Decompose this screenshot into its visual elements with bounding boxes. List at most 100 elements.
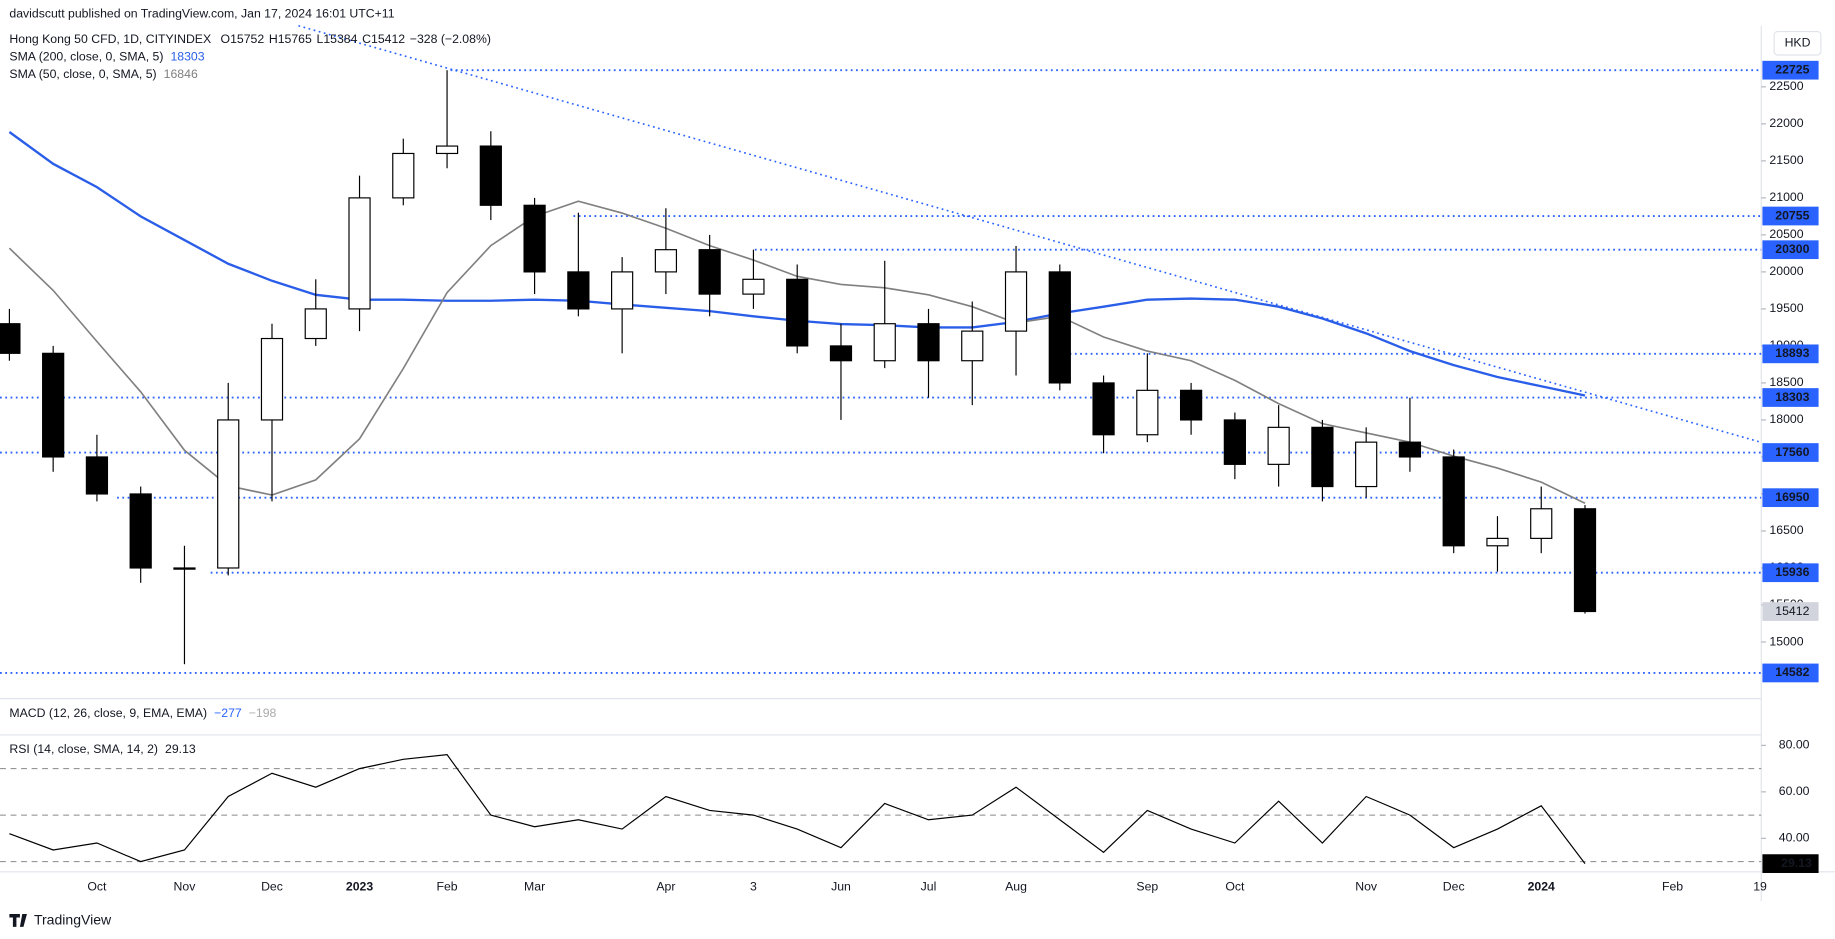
macd-value: −198 [249, 706, 277, 720]
x-tick-label: Feb [436, 879, 457, 893]
ohlc-value: H15765 [269, 32, 312, 46]
macd-name: MACD (12, 26, close, 9, EMA, EMA) [9, 706, 207, 720]
level-label-box [1762, 488, 1819, 508]
candle-body [1223, 419, 1246, 465]
level-label-box [1762, 206, 1819, 226]
x-tick-label: 19 [1753, 879, 1767, 893]
sma-name: SMA (200, close, 0, SMA, 5) [9, 50, 163, 64]
price-label: 15412 [1775, 604, 1809, 618]
currency-button[interactable] [1773, 31, 1822, 56]
candle-body [1355, 441, 1378, 488]
y-tick-label: 16500 [1769, 523, 1803, 537]
price-label-box [1762, 602, 1819, 621]
currency[interactable]: HKD [1785, 36, 1811, 50]
candle-body [1573, 508, 1597, 613]
level-label: 20300 [1775, 242, 1809, 256]
candle-body [129, 493, 152, 569]
candle-body [1486, 537, 1509, 547]
x-tick-label: Mar [524, 879, 545, 893]
x-tick-label: Aug [1005, 879, 1027, 893]
candle-body [829, 345, 853, 362]
rsi-label-box [1762, 854, 1819, 873]
candle-body [1092, 382, 1115, 436]
candle-body [42, 352, 65, 458]
candle-body [1530, 508, 1553, 539]
y-tick-label: 20000 [1769, 264, 1803, 278]
x-tick-label: Nov [174, 879, 197, 893]
candle-body [85, 456, 109, 495]
y-tick-label: 18000 [1769, 412, 1803, 426]
legend-main: Hong Kong 50 CFD, 1D, CITYINDEX O15752 H15… [9, 32, 491, 46]
y-tick-label: 19500 [1769, 301, 1803, 315]
candle-body [1398, 441, 1422, 458]
logo: TradingView [9, 912, 112, 928]
sma-value: 16846 [164, 67, 198, 81]
ohlc-value: L15384 [317, 32, 358, 46]
level-label: 18303 [1775, 390, 1809, 404]
hkd-button[interactable]: HKD [1773, 31, 1822, 56]
candle-body [611, 271, 634, 310]
x-tick-label: Dec [1443, 879, 1465, 893]
level-label: 22725 [1775, 62, 1809, 76]
candle-body [654, 249, 678, 273]
candle-body [435, 145, 459, 155]
ohlc-value: C15412 [362, 32, 405, 46]
candle-body [1048, 271, 1071, 384]
level-label: 14582 [1775, 665, 1809, 679]
level-label-box [1762, 60, 1819, 80]
candle-body [1311, 426, 1334, 488]
candle-body [479, 145, 502, 206]
footer: TradingView [34, 912, 112, 928]
rsi-value: 29.13 [165, 742, 196, 756]
candle-body [523, 204, 546, 273]
candle-body [1267, 426, 1290, 465]
rsi-tick-label: 40.00 [1779, 831, 1810, 845]
level-label-box [1762, 388, 1819, 407]
sma-name: SMA (50, close, 0, SMA, 5) [9, 67, 156, 81]
y-tick-label: 22500 [1769, 79, 1803, 93]
x-tick-label: 3 [750, 879, 757, 893]
candle-body [742, 278, 765, 295]
macd-legend: MACD (12, 26, close, 9, EMA, EMA) −277 −19… [9, 706, 276, 720]
x-tick-label: Apr [656, 879, 675, 893]
candle-body [392, 152, 415, 199]
y-tick-label: 22000 [1769, 116, 1803, 130]
candle-body [567, 271, 590, 310]
candle-body [1442, 456, 1465, 547]
level-label-box [1762, 344, 1819, 364]
rsi-label: 29.13 [1781, 856, 1812, 870]
x-tick-label: 2023 [346, 879, 373, 893]
x-tick-label: Nov [1355, 879, 1378, 893]
y-tick-label: 21000 [1769, 190, 1803, 204]
rsi-name: RSI (14, close, SMA, 14, 2) [9, 742, 158, 756]
x-tick-label: Dec [261, 879, 283, 893]
y-tick-label: 15000 [1769, 634, 1803, 648]
x-tick-label: Oct [87, 879, 107, 893]
sma-value: 18303 [170, 50, 204, 64]
rsi-line [9, 754, 1586, 864]
symbol-title: Hong Kong 50 CFD, 1D, CITYINDEX [9, 32, 211, 46]
y-tick-label: 21500 [1769, 153, 1803, 167]
candle-body [348, 197, 371, 310]
level-label-box [1762, 663, 1819, 683]
candle-body [217, 419, 240, 569]
y-tick-label: 18500 [1769, 375, 1803, 389]
header: davidscutt published on TradingView.com,… [9, 6, 394, 20]
x-tick-label: 2024 [1528, 879, 1555, 893]
x-tick-label: Sep [1136, 879, 1158, 893]
candle-body [786, 278, 809, 347]
rsi-legend: RSI (14, close, SMA, 14, 2) 29.13 [9, 742, 196, 756]
x-tick-label: Oct [1225, 879, 1245, 893]
level-label: 17560 [1775, 445, 1809, 459]
ohlc-value: O15752 [221, 32, 265, 46]
logo-mark [9, 913, 27, 927]
candle-body [873, 323, 896, 362]
x-tick-label: Feb [1662, 879, 1683, 893]
candle-body [1136, 389, 1159, 436]
level-label: 15936 [1775, 565, 1809, 579]
rsi-tick-label: 80.00 [1779, 738, 1810, 752]
x-tick-label: Jul [921, 879, 937, 893]
trend-line [298, 24, 1762, 444]
